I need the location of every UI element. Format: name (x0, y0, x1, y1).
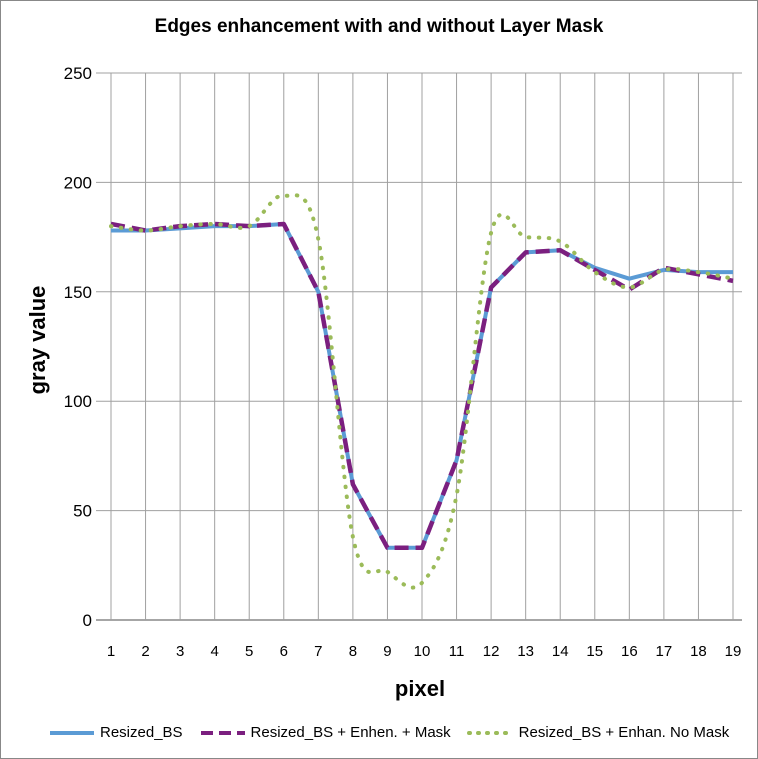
x-tick-label: 17 (656, 643, 673, 660)
legend-label: Resized_BS + Enhan. No Mask (518, 724, 730, 741)
legend-item: Resized_BS + Enhan. No Mask (466, 724, 730, 741)
y-tick-label: 0 (83, 611, 92, 630)
y-tick-label: 50 (73, 502, 92, 521)
x-tick-label: 16 (621, 643, 638, 660)
legend-label: Resized_BS (100, 724, 183, 741)
legend-swatch (200, 730, 245, 735)
legend: Resized_BS Resized_BS + Enhen. + Mask Re… (48, 724, 729, 741)
x-tick-label: 10 (414, 643, 431, 660)
x-tick-label: 6 (280, 643, 288, 660)
legend-swatch (466, 730, 515, 735)
x-tick-label: 14 (552, 643, 569, 660)
x-tick-label: 7 (314, 643, 322, 660)
x-tick-label: 18 (690, 643, 707, 660)
x-tick-label: 15 (586, 643, 603, 660)
x-axis-label: pixel (394, 676, 446, 701)
x-tick-label: 3 (176, 643, 184, 660)
legend-item: Resized_BS + Enhen. + Mask (199, 724, 451, 741)
chart-title: Edges enhancement with and without Layer… (154, 16, 604, 37)
x-tick-label: 11 (449, 643, 465, 660)
legend-item: Resized_BS (48, 724, 183, 741)
x-tick-label: 13 (517, 643, 534, 660)
x-tick-label: 19 (725, 643, 742, 660)
y-tick-label: 100 (64, 392, 92, 411)
x-tick-label: 12 (483, 643, 500, 660)
legend-swatch (50, 730, 94, 735)
x-tick-label: 5 (245, 643, 253, 660)
legend-label: Resized_BS + Enhen. + Mask (250, 724, 451, 741)
series-line (110, 221, 734, 551)
x-tick-label: 4 (210, 643, 218, 660)
y-axis-label: gray value (25, 285, 50, 395)
y-tick-label: 150 (64, 283, 92, 302)
y-tick-label: 200 (64, 173, 92, 192)
series-line (109, 193, 735, 590)
x-tick-label: 9 (383, 643, 391, 660)
y-tick-label: 250 (64, 64, 92, 83)
x-tick-label: 8 (349, 643, 357, 660)
x-tick-label: 1 (107, 643, 115, 660)
x-tick-label: 2 (141, 643, 149, 660)
